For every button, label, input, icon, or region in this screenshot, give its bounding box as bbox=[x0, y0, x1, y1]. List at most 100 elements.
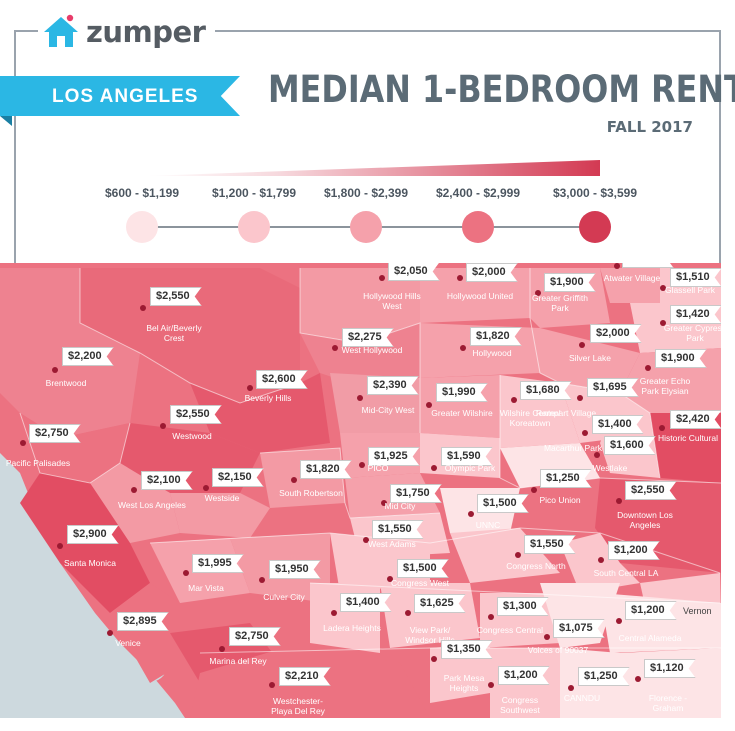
map-pin bbox=[203, 485, 209, 491]
neighborhood-name: Mid City bbox=[384, 501, 416, 511]
map-pin bbox=[183, 570, 189, 576]
rent-price-tag: $1,075 bbox=[553, 619, 605, 638]
city-banner bbox=[0, 76, 240, 116]
map-pin bbox=[259, 577, 265, 583]
rent-price-tag: $2,210 bbox=[279, 667, 331, 686]
map-pin bbox=[457, 275, 463, 281]
map-pin bbox=[511, 397, 517, 403]
neighborhood-name: UNNC bbox=[475, 520, 501, 530]
map-pin bbox=[468, 511, 474, 517]
neighborhood-name: Congress Central bbox=[476, 625, 544, 635]
map-pin bbox=[379, 275, 385, 281]
rent-price-tag: $2,895 bbox=[117, 612, 169, 631]
map-pin bbox=[660, 320, 666, 326]
rent-price-tag: $1,820 bbox=[300, 460, 352, 479]
neighborhood-name: South Robertson bbox=[279, 488, 343, 498]
map-pin bbox=[219, 646, 225, 652]
neighborhood-name: Greater Griffith Park bbox=[531, 293, 589, 313]
map-pin bbox=[488, 682, 494, 688]
legend-range-label: $3,000 - $3,599 bbox=[552, 186, 638, 200]
neighborhood-name: Greater Cypress Park bbox=[663, 323, 721, 343]
neighborhood-name: Florence - Graham bbox=[648, 693, 688, 713]
map-pin bbox=[331, 610, 337, 616]
map-pin bbox=[515, 552, 521, 558]
zumper-logo: zumper bbox=[38, 10, 216, 54]
rent-price-tag: $1,550 bbox=[524, 535, 576, 554]
neighborhood-name: West Adams bbox=[368, 539, 416, 549]
rent-price-tag: $1,750 bbox=[390, 484, 442, 503]
rent-price-tag: $1,200 bbox=[608, 541, 660, 560]
map-pin bbox=[531, 487, 537, 493]
neighborhood-name: South Central LA bbox=[593, 568, 659, 578]
neighborhood-name: Pico Union bbox=[539, 495, 581, 505]
rent-price-tag: $1,995 bbox=[192, 554, 244, 573]
city-label: LOS ANGELES bbox=[52, 86, 199, 107]
legend-range-label: $600 - $1,199 bbox=[104, 186, 180, 200]
map-pin bbox=[660, 285, 666, 291]
map-pin bbox=[594, 452, 600, 458]
rent-price-tag: $1,400 bbox=[592, 415, 644, 434]
rent-price-tag: $1,625 bbox=[414, 594, 466, 613]
map-pin bbox=[598, 557, 604, 563]
rent-price-tag: $1,200 bbox=[625, 601, 677, 620]
rent-price-tag: $2,390 bbox=[367, 376, 419, 395]
rent-map: $2,550 Bel Air/Beverly Crest $2,050 Hollywo… bbox=[0, 263, 721, 718]
neighborhood-name: Macarthur Park bbox=[543, 443, 603, 453]
map-pin bbox=[431, 656, 437, 662]
neighborhood-name: Congress Southwest bbox=[500, 695, 540, 715]
neighborhood-name: Ladera Heights bbox=[323, 623, 381, 633]
legend-range-label: $2,400 - $2,999 bbox=[435, 186, 521, 200]
page-title: MEDIAN 1-BEDROOM RENT bbox=[268, 68, 735, 111]
ocean-region bbox=[0, 453, 185, 718]
legend-swatch bbox=[462, 211, 494, 243]
rent-price-tag: $2,200 bbox=[62, 347, 114, 366]
neighborhood-name: Voices of 90037 bbox=[527, 645, 589, 655]
page-subtitle: FALL 2017 bbox=[606, 118, 693, 136]
neighborhood-name: Westwood bbox=[172, 431, 212, 441]
neighborhood-name: Glassell Park bbox=[664, 285, 716, 295]
neighborhood-name: PICO bbox=[367, 463, 389, 473]
neighborhood-name: Venice bbox=[115, 638, 141, 648]
map-pin bbox=[579, 342, 585, 348]
map-pin bbox=[381, 500, 387, 506]
legend-swatch bbox=[350, 211, 382, 243]
map-pin bbox=[291, 477, 297, 483]
rent-price-tag: $1,250 bbox=[540, 469, 592, 488]
map-pin bbox=[460, 345, 466, 351]
neighborhood-name: Beverly Hills bbox=[244, 393, 292, 403]
neighborhood-name: Marina del Rey bbox=[209, 656, 267, 666]
rent-price-tag: $1,590 bbox=[441, 447, 493, 466]
neighborhood-name: Hollywood bbox=[472, 348, 512, 358]
neighborhood-name: Congress North bbox=[506, 561, 566, 571]
neighborhood-name: Westchester-Playa Del Rey bbox=[271, 696, 325, 716]
rent-price-tag: $1,120 bbox=[644, 659, 696, 678]
map-pin bbox=[488, 614, 494, 620]
map-pin bbox=[332, 345, 338, 351]
map-pin bbox=[582, 430, 588, 436]
map-pin bbox=[535, 290, 541, 296]
map-pin bbox=[131, 487, 137, 493]
map-pin bbox=[160, 423, 166, 429]
map-pin bbox=[616, 618, 622, 624]
rent-price-tag: $1,900 bbox=[655, 349, 707, 368]
neighborhood-name: Westside bbox=[204, 493, 240, 503]
map-pin bbox=[57, 543, 63, 549]
map-pin bbox=[614, 263, 620, 269]
neighborhood-name: Santa Monica bbox=[64, 558, 116, 568]
rent-price-tag: $2,050 bbox=[388, 263, 440, 281]
rent-price-tag: $2,000 bbox=[622, 263, 674, 268]
rent-price-tag: $1,400 bbox=[340, 593, 392, 612]
rent-price-tag: $1,695 bbox=[587, 378, 639, 397]
rent-price-tag: $2,550 bbox=[625, 481, 677, 500]
rent-price-tag: $1,510 bbox=[670, 268, 721, 287]
neighborhood-name: Wilshire Center/ Koreatown bbox=[499, 408, 561, 428]
map-pin bbox=[107, 630, 113, 636]
map-pin bbox=[247, 385, 253, 391]
neighborhood-name: West Hollywood bbox=[341, 345, 403, 355]
map-pin bbox=[426, 402, 432, 408]
neighborhood-name: Congress West bbox=[391, 578, 449, 588]
map-pin bbox=[577, 395, 583, 401]
banner-fold bbox=[0, 116, 12, 126]
map-pin bbox=[359, 462, 365, 468]
rent-price-tag: $1,950 bbox=[269, 560, 321, 579]
